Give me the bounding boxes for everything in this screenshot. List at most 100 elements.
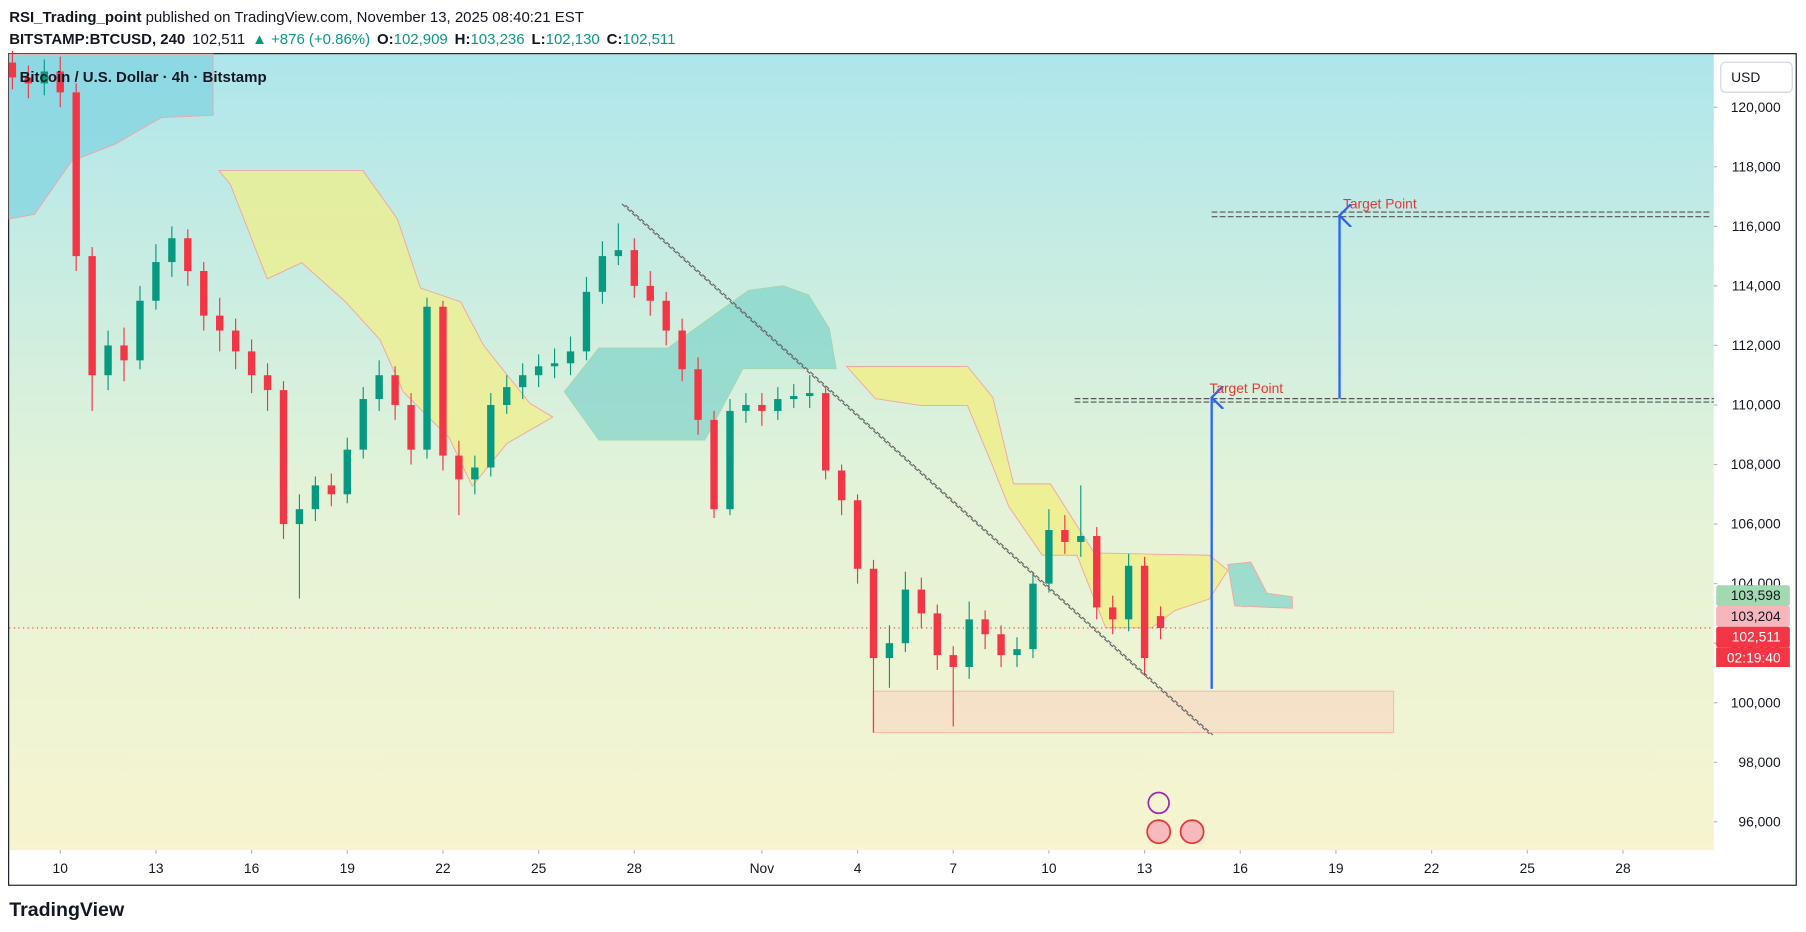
candle-body bbox=[885, 643, 894, 659]
candle-body bbox=[200, 270, 208, 316]
annotation: Target Point bbox=[1343, 196, 1417, 212]
axes: 96,00098,000100,000102,000104,000106,000… bbox=[53, 99, 1790, 876]
x-tick-label: 19 bbox=[1328, 860, 1344, 876]
price-tag-label: 102,511 bbox=[1732, 629, 1781, 645]
candle-body bbox=[534, 366, 543, 376]
event-icon bbox=[1179, 819, 1205, 845]
candle-body bbox=[72, 92, 80, 257]
y-tick-label: 116,000 bbox=[1732, 218, 1781, 234]
price-tag-label: 103,204 bbox=[1731, 608, 1781, 624]
candle-body bbox=[391, 375, 399, 405]
y-tick-label: 118,000 bbox=[1732, 158, 1781, 174]
candle-body bbox=[917, 589, 926, 614]
currency[interactable]: USD bbox=[1731, 69, 1760, 85]
candle-body bbox=[168, 238, 176, 263]
symbol-line: BITSTAMP:BTCUSD, 240 102,511 ▲ +876 (+0.86… bbox=[9, 31, 675, 48]
candle-body bbox=[375, 375, 383, 400]
candle-body bbox=[56, 71, 64, 93]
candle-body bbox=[439, 306, 447, 456]
candle-body bbox=[853, 500, 862, 569]
candle-body bbox=[1045, 530, 1053, 584]
candle-body bbox=[40, 71, 48, 84]
published: published on TradingView.com, November 1… bbox=[141, 9, 583, 26]
ohlc-key: O: bbox=[377, 31, 394, 48]
candle-body bbox=[295, 509, 304, 525]
ohlc-value: 102,511 bbox=[622, 31, 675, 48]
candle-body bbox=[1093, 535, 1101, 608]
candle-body bbox=[790, 396, 798, 400]
x-tick-label: 4 bbox=[854, 860, 862, 876]
y-tick-label: 100,000 bbox=[1731, 694, 1781, 710]
candle-body bbox=[8, 62, 17, 78]
trend-line bbox=[625, 204, 1214, 736]
candle-body bbox=[471, 467, 479, 480]
currency-button[interactable] bbox=[1720, 61, 1793, 93]
candle-body bbox=[550, 363, 559, 367]
candle-body bbox=[981, 619, 989, 635]
candle-body bbox=[1109, 607, 1117, 620]
x-tick-label: 16 bbox=[244, 860, 260, 876]
countdown-bg bbox=[1716, 647, 1790, 668]
publisher: RSI_Trading_point bbox=[9, 9, 141, 26]
candle-body bbox=[455, 455, 463, 480]
candle-body bbox=[279, 390, 288, 525]
candle-body bbox=[1029, 583, 1037, 650]
candle-body bbox=[407, 404, 415, 450]
candle-body bbox=[327, 485, 336, 495]
candle-layer bbox=[8, 50, 1714, 733]
candle-body bbox=[1140, 565, 1149, 659]
candle-body bbox=[247, 351, 256, 376]
candle-body bbox=[263, 375, 272, 391]
candle-body bbox=[837, 470, 846, 501]
candle-body bbox=[614, 250, 623, 257]
candle-body bbox=[742, 404, 750, 411]
y-tick-label: 120,000 bbox=[1731, 99, 1781, 115]
candle-body bbox=[566, 351, 575, 364]
drawings: Target Point Target Point bbox=[621, 196, 1714, 845]
ohlc-value: 103,236 bbox=[470, 31, 524, 48]
candle-body bbox=[678, 330, 686, 370]
ohlc-key: C: bbox=[607, 31, 623, 48]
candle-body bbox=[1013, 649, 1021, 656]
y-tick-label: 106,000 bbox=[1731, 516, 1781, 532]
candle-body bbox=[152, 262, 160, 301]
ohlc-key: L: bbox=[531, 31, 545, 48]
cloud bbox=[1227, 561, 1293, 609]
x-tick-label: 22 bbox=[1424, 860, 1439, 876]
event-icon bbox=[1147, 791, 1170, 815]
last-price: 102,511 bbox=[192, 31, 245, 48]
support-zone bbox=[872, 690, 1395, 734]
x-tick-label: Nov bbox=[750, 860, 775, 876]
candle-body bbox=[311, 485, 320, 510]
event-icon bbox=[1146, 819, 1172, 845]
x-tick-label: 28 bbox=[627, 860, 643, 876]
candle-body bbox=[869, 568, 878, 659]
candle-body bbox=[758, 404, 766, 411]
cloud bbox=[563, 285, 837, 441]
price-tag bbox=[1716, 605, 1790, 627]
price-tag bbox=[1716, 585, 1790, 606]
candle-body bbox=[216, 315, 224, 331]
candle-body bbox=[1124, 565, 1133, 620]
symbol: BITSTAMP:BTCUSD, 240 bbox=[9, 31, 185, 48]
x-tick-label: 13 bbox=[1137, 860, 1153, 876]
candle-body bbox=[359, 399, 367, 450]
y-tick-label: 108,000 bbox=[1731, 456, 1781, 472]
candle-body bbox=[184, 238, 192, 271]
candle-body bbox=[774, 399, 782, 411]
countdown: 02:19:40 bbox=[1727, 649, 1781, 665]
frame bbox=[8, 53, 1797, 886]
candle-body bbox=[582, 291, 591, 352]
candle-body bbox=[104, 345, 112, 376]
x-tick-label: 10 bbox=[1041, 860, 1057, 876]
candle-body bbox=[662, 300, 670, 331]
x-tick-label: 13 bbox=[148, 860, 164, 876]
candle-body bbox=[710, 419, 718, 510]
price-tag-label: 103,598 bbox=[1731, 587, 1781, 603]
annotation: Target Point bbox=[1209, 380, 1283, 396]
y-tick-label: 110,000 bbox=[1732, 397, 1781, 413]
ohlc-value: 102,909 bbox=[394, 31, 448, 48]
y-tick-label: 114,000 bbox=[1732, 277, 1781, 293]
